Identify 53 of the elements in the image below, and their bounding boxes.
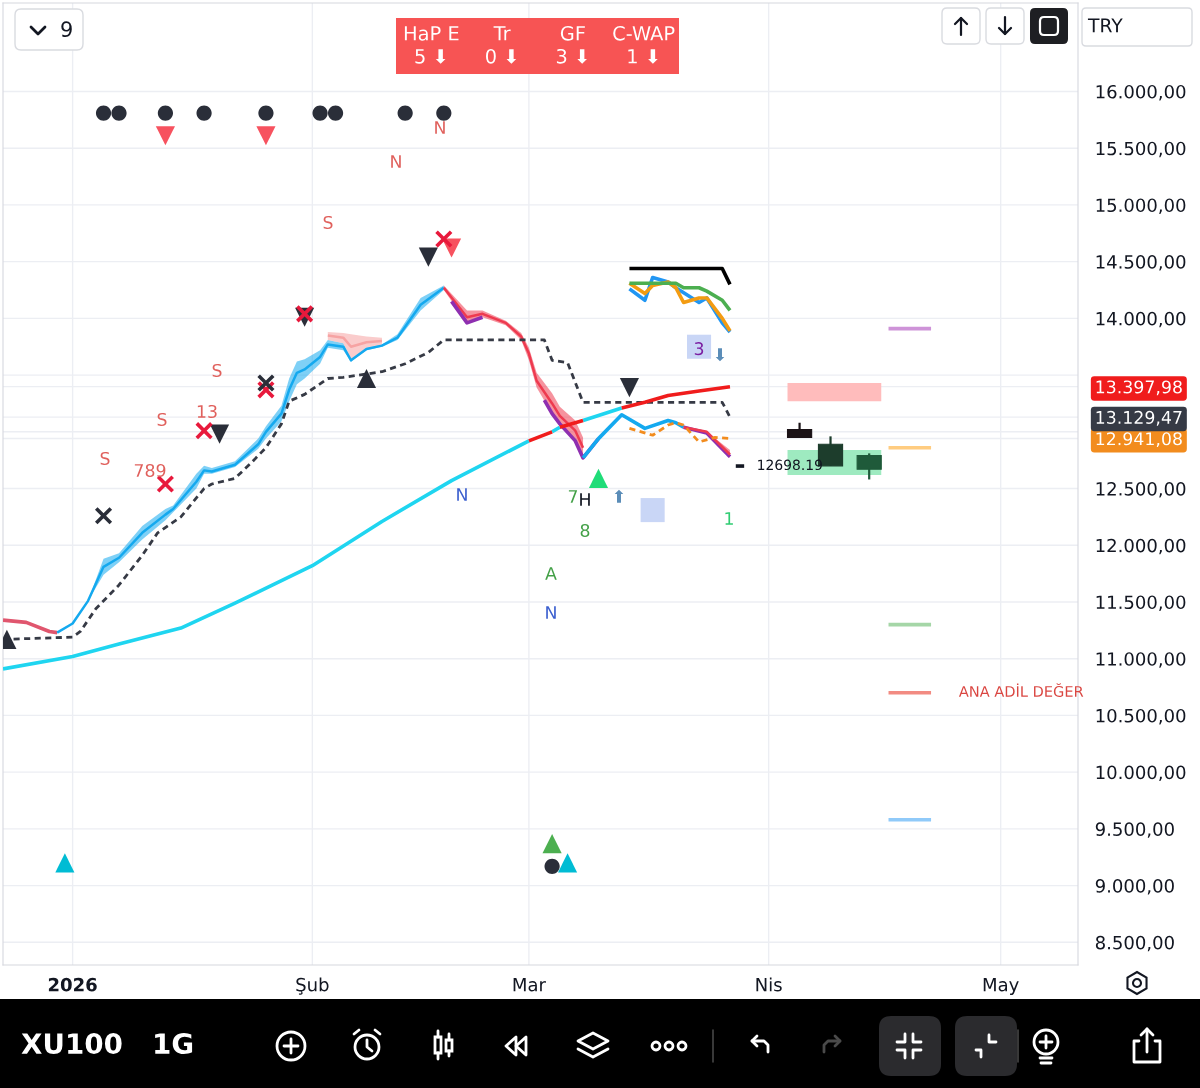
- x-tick-label: Nis: [756, 977, 782, 992]
- y-tick-label: 11.500,00: [1096, 595, 1186, 611]
- annotation: ⬆: [614, 489, 624, 503]
- y-tick-label: 15.000,00: [1096, 198, 1186, 214]
- y-tick-label: 9.500,00: [1095, 822, 1174, 838]
- y-tick-label: 12.500,00: [1096, 482, 1186, 498]
- annotation: 1 ⬇: [628, 49, 658, 64]
- y-tick-label: 13.129,47: [1096, 410, 1182, 426]
- text: TRY: [1087, 18, 1123, 33]
- y-tick-label: 10.500,00: [1096, 708, 1186, 725]
- annotation: A: [545, 567, 557, 580]
- x-tick-label: Şub: [296, 977, 329, 995]
- y-tick-label: 13.397,98: [1096, 380, 1182, 396]
- annotation: 1: [725, 512, 733, 525]
- annotation: GF: [560, 25, 585, 41]
- annotation: 5 ⬇: [415, 49, 446, 64]
- y-tick-label: 8.500,00: [1095, 935, 1174, 952]
- annotation: 3: [694, 342, 704, 356]
- annotation: S: [323, 215, 333, 230]
- annotation: 13: [197, 404, 217, 419]
- annotation: C-WAP: [613, 25, 675, 41]
- annotation: 789: [134, 463, 166, 478]
- y-tick-label: 16.000,00: [1096, 84, 1186, 101]
- x-tick-label: May: [983, 978, 1019, 995]
- annotation: 3 ⬇: [556, 48, 587, 64]
- series-label: ANA ADİL DEĞER: [958, 683, 1084, 697]
- y-tick-label: 9.000,00: [1095, 879, 1174, 895]
- annotation: 0 ⬇: [485, 48, 517, 64]
- annotation: S: [212, 363, 222, 378]
- y-tick-label: 14.000,00: [1096, 311, 1186, 328]
- annotation: 8: [580, 523, 590, 538]
- text: 1G: [155, 1033, 193, 1055]
- annotation: H: [580, 493, 590, 506]
- text: XU100: [21, 1033, 122, 1055]
- annotation: N: [457, 488, 467, 501]
- x-tick-label: Mar: [513, 978, 546, 992]
- x-tick-label: 2026: [48, 977, 97, 992]
- y-tick-label: 11.000,00: [1096, 652, 1186, 668]
- annotation: S: [157, 412, 167, 427]
- annotation: 9: [61, 21, 72, 38]
- y-tick-label: 12.941,08: [1096, 432, 1182, 448]
- annotation: N: [435, 121, 445, 134]
- y-tick-label: 14.500,00: [1096, 255, 1186, 271]
- annotation: N: [546, 606, 556, 619]
- y-tick-label: 10.000,00: [1096, 765, 1186, 782]
- annotation: 7: [568, 490, 578, 503]
- y-tick-label: 12.000,00: [1096, 538, 1186, 555]
- annotation: N: [391, 155, 401, 168]
- annotation: ⬇: [715, 348, 725, 362]
- annotation: HaP E: [404, 26, 459, 41]
- y-tick-label: 15.500,00: [1096, 141, 1186, 158]
- annotation: Tr: [493, 26, 511, 41]
- annotation: S: [100, 451, 110, 466]
